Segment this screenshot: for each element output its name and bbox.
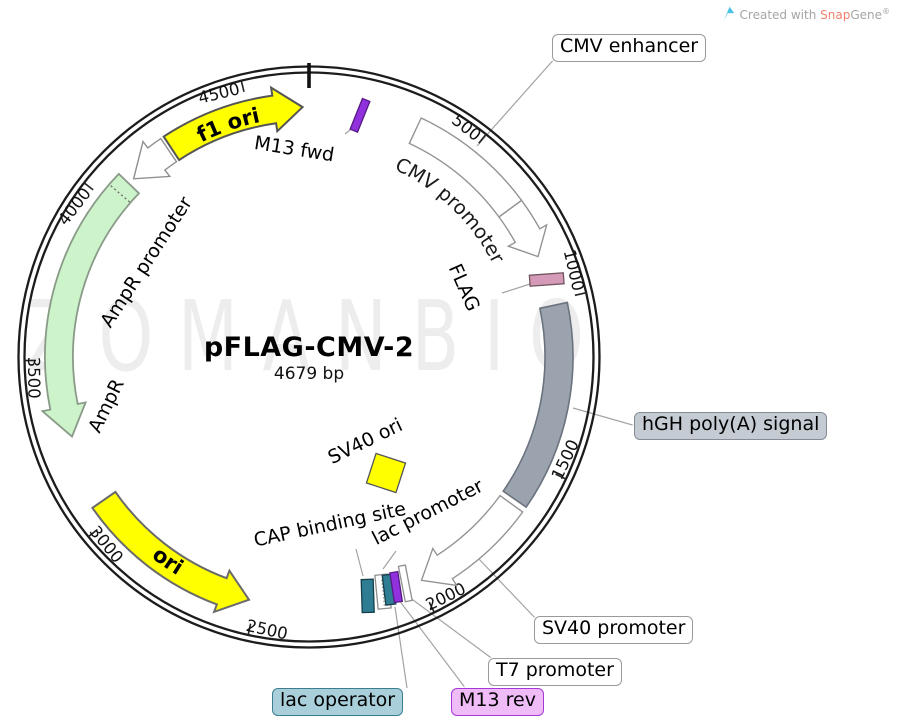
watermark: ZOMANBIO: [26, 280, 609, 393]
tick-2000: [428, 601, 436, 614]
feature-cmv-promoter: [498, 199, 548, 258]
leader-line: [408, 596, 495, 661]
leader-line: [572, 407, 637, 427]
tick-4000: [83, 181, 94, 191]
feature-ampr: [40, 172, 141, 439]
credit-created-with: Created with: [739, 7, 821, 22]
feature-f1-ori: [162, 85, 305, 162]
feature-flag: [528, 272, 565, 287]
leader-line: [394, 606, 408, 689]
credit-registered-mark: ®: [882, 6, 890, 16]
snapgene-logo-icon: [723, 6, 734, 21]
callout-sv40-promoter: SV40 promoter: [534, 616, 694, 644]
plasmid-title-block: pFLAG-CMV-2 4679 bp: [159, 332, 459, 384]
feature-ampr-promoter: [132, 137, 178, 180]
feature-sv40-promoter: [420, 494, 524, 587]
tick-3000: [87, 528, 98, 538]
tick-label-2500: 2500: [244, 616, 289, 644]
snapgene-credit: Created with SnapGene®: [722, 6, 890, 22]
tick-label-1000: 1000: [560, 248, 588, 293]
feature-hgh-poly-a-signal: [502, 301, 574, 509]
credit-brand-gene: Gene: [850, 7, 882, 22]
tick-2500: [247, 623, 252, 636]
feature-cap-binding-site: [360, 578, 375, 614]
leader-line: [355, 548, 364, 577]
credit-brand-snap: Snap: [820, 7, 851, 22]
callout-lac-operator: lac operator: [272, 688, 404, 716]
tick-label-3500: 3500: [24, 357, 44, 399]
leader-line: [501, 283, 531, 294]
callout-hgh-polya-signal: hGH poly(A) signal: [634, 412, 828, 440]
feature-ori: [91, 490, 251, 614]
leader-line: [477, 557, 538, 621]
plasmid-size: 4679 bp: [273, 364, 345, 384]
plasmid-name: pFLAG-CMV-2: [203, 332, 415, 363]
credit-text: Created with SnapGene®: [740, 7, 890, 22]
feature-m13-rev: [389, 570, 404, 604]
tick-1000: [574, 291, 587, 297]
tick-500: [478, 133, 487, 144]
callout-m13-rev: M13 rev: [451, 688, 544, 716]
leader-line: [382, 550, 397, 570]
leader-line: [476, 56, 557, 147]
callout-cmv-enhancer: CMV enhancer: [552, 34, 707, 62]
callout-t7-promoter: T7 promoter: [488, 658, 622, 686]
feature-sv40-ori: [365, 452, 407, 494]
feature-t7-promoter: [397, 564, 413, 603]
tick-4500: [240, 80, 245, 93]
feature-m13-fwd: [349, 97, 371, 133]
tick-1500: [555, 473, 567, 481]
leader-line: [398, 599, 467, 690]
